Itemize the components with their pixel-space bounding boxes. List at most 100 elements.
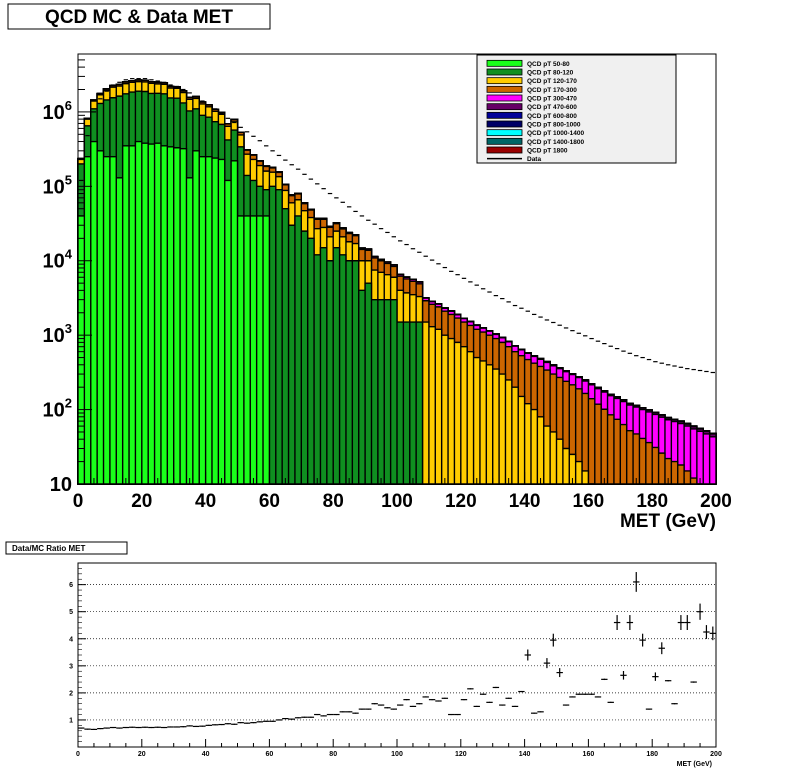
- ratio-x-tick-label: 80: [329, 751, 337, 758]
- ratio-point: [473, 705, 480, 708]
- ratio-point: [613, 615, 621, 630]
- ratio-point: [352, 712, 359, 714]
- ratio-point: [709, 626, 716, 641]
- ratio-point: [97, 727, 104, 730]
- ratio-point: [148, 726, 155, 729]
- legend-label: QCD pT 170-300: [527, 87, 577, 94]
- legend-label: QCD pT 1000-1400: [527, 130, 584, 137]
- ratio-point: [639, 633, 646, 647]
- legend-label: Data: [527, 156, 541, 163]
- x-tick-label: 60: [259, 491, 280, 512]
- ratio-y-tick-label: 1: [69, 717, 73, 724]
- x-tick-label: 140: [509, 491, 541, 512]
- ratio-point: [358, 708, 366, 710]
- ratio-point: [84, 728, 91, 730]
- ratio-point: [607, 701, 614, 703]
- ratio-point: [288, 718, 295, 720]
- legend-swatch: [486, 129, 523, 137]
- ratio-point: [677, 615, 685, 630]
- ratio-point: [307, 716, 315, 718]
- ratio-point: [269, 720, 276, 722]
- ratio-point: [397, 704, 404, 706]
- ratio-point: [224, 723, 232, 725]
- ratio-point: [390, 708, 397, 710]
- ratio-y-tick-label: 6: [69, 582, 73, 589]
- ratio-point: [530, 712, 538, 714]
- ratio-point: [499, 704, 506, 706]
- ratio-point: [550, 633, 557, 647]
- ratio-point: [537, 711, 544, 713]
- legend-label: QCD pT 50-80: [527, 61, 570, 68]
- y-tick-exponent: 3: [65, 321, 72, 336]
- ratio-point: [569, 696, 576, 698]
- ratio-point: [237, 722, 244, 724]
- ratio-point: [620, 670, 627, 680]
- ratio-point: [518, 690, 525, 693]
- ratio-point: [403, 699, 410, 701]
- ratio-point: [524, 649, 531, 661]
- ratio-point: [218, 723, 225, 726]
- legend-swatch: [486, 94, 523, 102]
- ratio-point: [594, 696, 602, 698]
- ratio-y-tick-label: 2: [69, 690, 73, 697]
- x-tick-label: 20: [131, 491, 152, 512]
- legend-label: QCD pT 470-600: [527, 104, 577, 111]
- legend-swatch: [486, 68, 523, 76]
- canvas-title: QCD MC & Data MET: [45, 7, 233, 28]
- y-tick-exponent: 4: [65, 247, 73, 262]
- ratio-point: [377, 704, 385, 706]
- ratio-area: [78, 563, 716, 747]
- legend-label: QCD pT 80-120: [527, 70, 574, 77]
- ratio-point: [703, 625, 710, 639]
- y-tick-label: 102: [43, 396, 72, 422]
- ratio-point: [575, 693, 583, 695]
- title-box: [7, 3, 271, 30]
- legend-swatch: [486, 103, 523, 111]
- ratio-x-tick-label: 140: [519, 751, 531, 758]
- ratio-point: [645, 708, 653, 710]
- legend-label: QCD pT 300-470: [527, 96, 577, 103]
- ratio-point: [103, 727, 110, 729]
- y-tick-label: 103: [43, 321, 72, 347]
- ratio-point: [180, 726, 187, 728]
- ratio-point: [384, 707, 391, 709]
- ratio-point: [314, 713, 321, 716]
- legend-swatch: [486, 120, 523, 128]
- ratio-point: [467, 688, 474, 690]
- ratio-point: [116, 727, 123, 729]
- y-tick-label: 104: [43, 247, 73, 273]
- ratio-y-tick-label: 4: [69, 636, 73, 643]
- x-tick-label: 40: [195, 491, 216, 512]
- ratio-point: [556, 668, 563, 678]
- ratio-point: [658, 642, 665, 655]
- ratio-x-tick-label: 160: [583, 751, 595, 758]
- ratio-point: [160, 726, 168, 729]
- ratio-point: [173, 726, 181, 728]
- ratio-point: [199, 725, 206, 727]
- x-tick-label: 0: [73, 491, 84, 512]
- ratio-point: [109, 726, 117, 729]
- ratio-point: [486, 701, 493, 703]
- ratio-frame: [77, 562, 717, 748]
- ratio-x-tick-label: 100: [391, 751, 403, 758]
- y-tick-label: 10: [50, 474, 72, 496]
- ratio-y-tick-label: 3: [69, 663, 73, 670]
- ratio-x-axis-label: MET (GeV): [677, 761, 712, 768]
- y-tick-exponent: 2: [65, 396, 72, 411]
- ratio-point: [454, 713, 461, 716]
- ratio-point: [652, 672, 659, 681]
- ratio-x-tick-label: 20: [138, 751, 146, 758]
- ratio-point: [505, 697, 512, 699]
- ratio-point: [154, 726, 161, 728]
- x-tick-label: 180: [636, 491, 668, 512]
- ratio-point: [409, 705, 417, 708]
- ratio-point: [250, 722, 257, 724]
- ratio-point: [243, 722, 251, 724]
- ratio-point: [562, 704, 570, 706]
- ratio-point: [90, 728, 98, 731]
- ratio-point: [263, 720, 270, 722]
